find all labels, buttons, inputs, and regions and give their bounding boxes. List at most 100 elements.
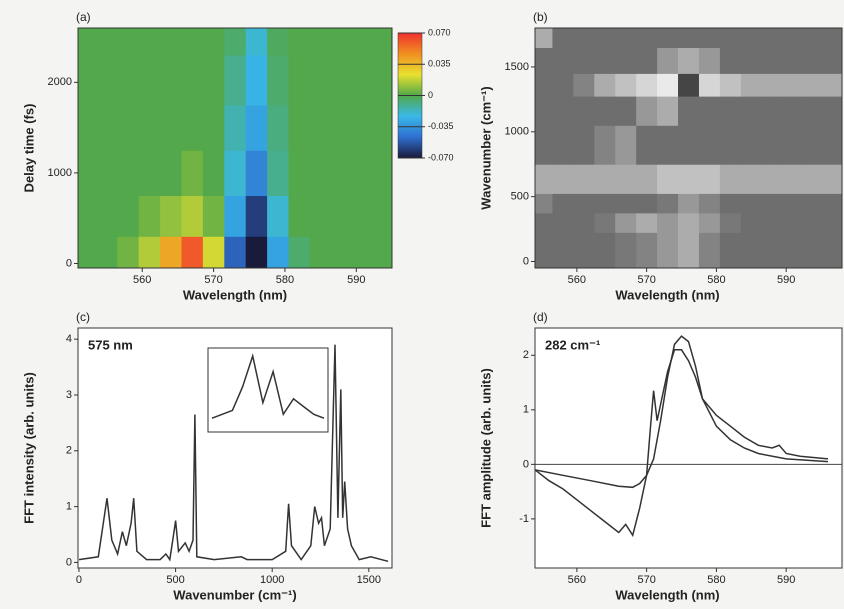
y-tick-label: 1500 — [505, 61, 529, 73]
heat-cell — [245, 104, 268, 151]
heat-cell — [740, 125, 763, 165]
x-tick-label: 500 — [166, 574, 184, 586]
colorbar-tick-label: 0 — [428, 90, 433, 100]
heat-cell — [594, 164, 616, 194]
heat-cell — [761, 73, 784, 97]
heat-cell — [331, 104, 354, 151]
heat-cell — [331, 195, 354, 237]
heat-cell — [636, 212, 658, 233]
heat-cell — [202, 28, 225, 56]
heat-cell — [181, 104, 204, 151]
heat-cell — [245, 28, 268, 56]
y-axis-label: Delay time (fs) — [21, 104, 36, 193]
heat-cell — [740, 47, 763, 74]
colorbar-tick-label: 0.070 — [428, 27, 451, 37]
heat-cell — [803, 28, 842, 48]
heat-cell — [573, 96, 595, 126]
heat-cell — [761, 212, 784, 233]
heat-cell — [636, 193, 658, 214]
heat-cell — [636, 73, 658, 97]
heat-cell — [698, 212, 721, 233]
heat-cell — [535, 212, 553, 233]
heat-cell — [267, 28, 290, 56]
y-tick-label: 1 — [66, 501, 72, 513]
heat-cell — [678, 232, 700, 268]
y-tick-label: 2 — [66, 445, 72, 457]
heat-cell — [552, 73, 574, 97]
x-tick-label: 590 — [777, 274, 795, 286]
colorbar-tick-label: -0.070 — [428, 152, 454, 162]
heat-cell — [573, 125, 595, 165]
x-tick-label: 560 — [133, 274, 151, 286]
heat-cell — [288, 236, 311, 268]
heat-cell — [594, 28, 616, 48]
heat-cell — [678, 212, 700, 233]
heat-cell — [309, 55, 332, 106]
heat-cell — [636, 47, 658, 74]
heat-cell — [535, 125, 553, 165]
heat-cell — [331, 150, 354, 197]
heat-cell — [552, 164, 574, 194]
heat-cell — [761, 96, 784, 126]
heat-cell — [267, 150, 290, 197]
heat-cell — [224, 104, 247, 151]
heat-cell — [573, 212, 595, 233]
heat-cell — [678, 47, 700, 74]
heat-cell — [160, 150, 182, 197]
heat-cell — [719, 73, 742, 97]
heat-cell — [552, 193, 574, 214]
heat-cell — [636, 28, 658, 48]
heat-cell — [636, 164, 658, 194]
heat-cell — [803, 96, 842, 126]
heat-cell — [245, 236, 268, 268]
heat-cell — [698, 164, 721, 194]
heat-cell — [224, 55, 247, 106]
heat-cell — [267, 55, 290, 106]
y-tick-label: 1000 — [505, 126, 529, 138]
x-tick-label: 580 — [707, 574, 725, 586]
heat-cell — [552, 28, 574, 48]
heat-cell — [573, 47, 595, 74]
heat-cell — [224, 195, 247, 237]
heat-cell — [615, 164, 637, 194]
heat-cell — [309, 195, 332, 237]
plot-frame — [534, 327, 843, 569]
heat-cell — [78, 28, 118, 56]
heat-cell — [288, 150, 311, 197]
heat-cell — [719, 193, 742, 214]
heat-cell — [594, 125, 616, 165]
heat-cell — [678, 28, 700, 48]
plot-frame — [77, 327, 393, 569]
x-tick-label: 580 — [707, 274, 725, 286]
annotation: 575 nm — [88, 337, 133, 352]
heat-cell — [267, 236, 290, 268]
heat-cell — [594, 47, 616, 74]
x-tick-label: 570 — [637, 274, 655, 286]
x-tick-label: 560 — [568, 574, 586, 586]
heat-cell — [657, 28, 679, 48]
y-axis-label: Wavenumber (cm⁻¹) — [478, 86, 493, 209]
line-series — [78, 344, 389, 563]
plot-bg — [535, 328, 842, 568]
y-axis-label: FFT intensity (arb. units) — [21, 372, 36, 524]
line-series — [535, 349, 829, 538]
heat-cell — [202, 104, 225, 151]
heat-cell — [657, 73, 679, 97]
heat-cell — [678, 193, 700, 214]
heat-cell — [678, 73, 700, 97]
heat-cell — [719, 96, 742, 126]
heat-cell — [657, 232, 679, 268]
inset-line — [211, 353, 325, 419]
heat-cell — [117, 55, 140, 106]
heat-cell — [698, 28, 721, 48]
heat-cell — [288, 104, 311, 151]
heat-cell — [740, 193, 763, 214]
heat-cell — [740, 164, 763, 194]
heat-cell — [352, 195, 375, 237]
heat-cell — [740, 96, 763, 126]
heat-cell — [138, 236, 161, 268]
heat-cell — [657, 164, 679, 194]
panel: 282 cm⁻¹ 560 570 580 590 -1 0 1 2 Wavelength (nm)… — [478, 310, 843, 602]
heat-cell — [740, 232, 763, 268]
